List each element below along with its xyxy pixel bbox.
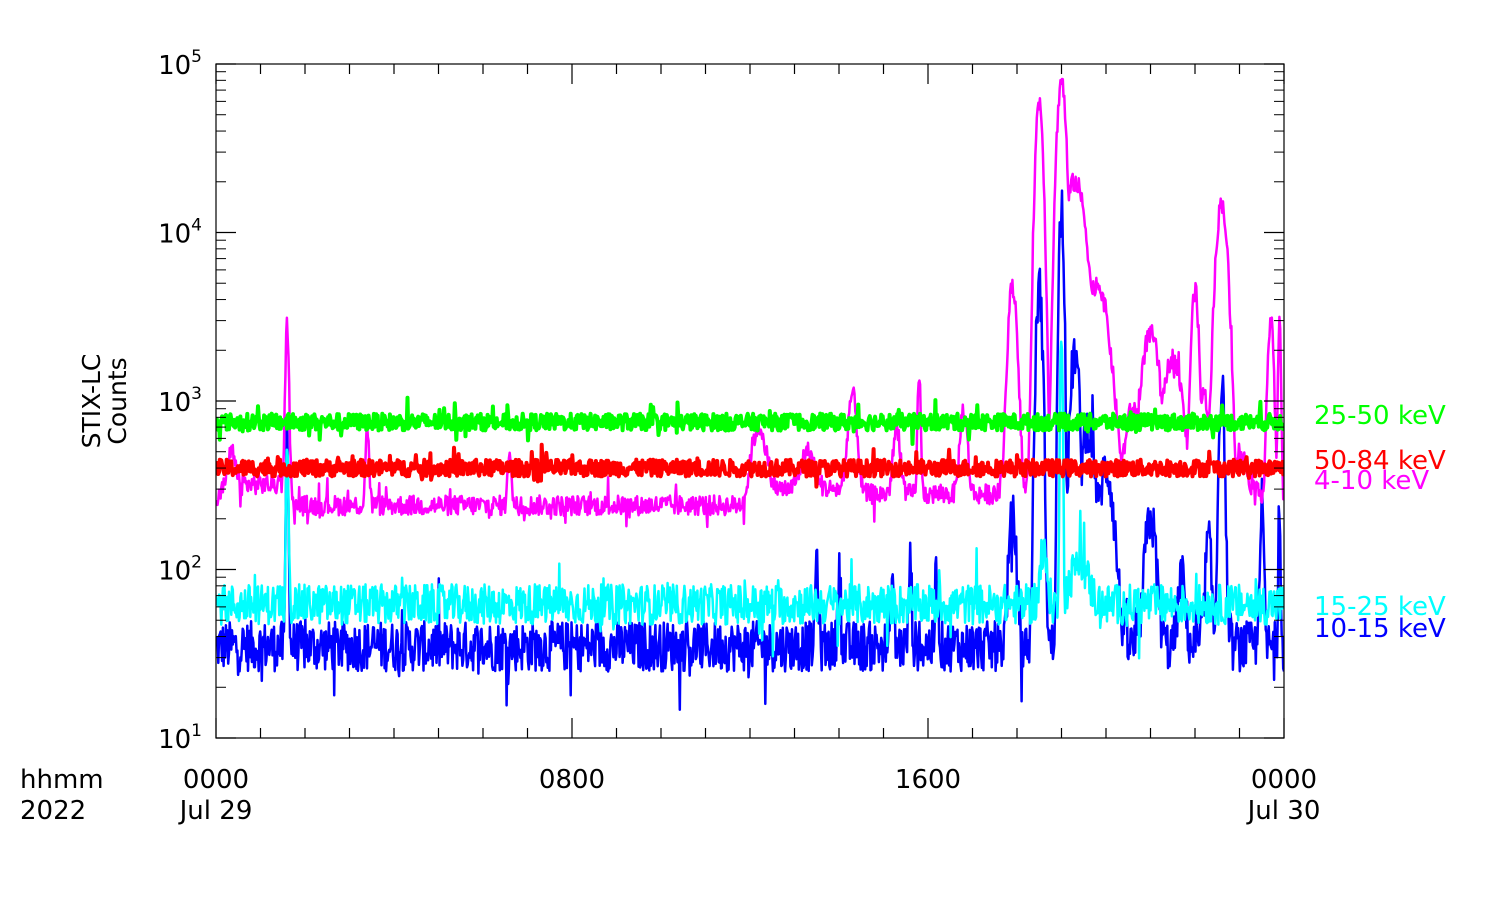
series-line-4-10-kev (216, 77, 1284, 529)
y-axis-label-line1: STIX-LC (77, 354, 106, 449)
series-line-25-50-kev (216, 395, 1284, 446)
legend-label-4-10-kev: 4-10 keV (1314, 466, 1429, 496)
x-tick-label: 0800 (539, 765, 605, 795)
x-tick-label: 0000 (183, 765, 249, 795)
y-tick-label: 105 (158, 47, 202, 81)
series-layer (216, 77, 1284, 711)
x-tick-label: 1600 (895, 765, 961, 795)
series-line-50-84-kev (216, 442, 1284, 489)
legend-label-50-84-kev: 50-84 keV (1314, 446, 1446, 476)
x-year-label: 2022 (20, 796, 86, 826)
x-tick-date-label: Jul 30 (1246, 796, 1321, 826)
x-tick-label: 0000 (1251, 765, 1317, 795)
x-format-label: hhmm (20, 765, 104, 795)
legend-label-10-15-kev: 10-15 keV (1314, 614, 1446, 644)
y-tick-label: 102 (158, 553, 202, 587)
axes-layer (215, 63, 1285, 739)
y-tick-label: 101 (158, 721, 202, 755)
y-tick-label: 103 (158, 384, 202, 418)
series-line-15-25-kev (216, 340, 1284, 660)
legend-label-15-25-kev: 15-25 keV (1314, 592, 1446, 622)
y-tick-label: 104 (158, 216, 202, 250)
legend-label-25-50-kev: 25-50 keV (1314, 401, 1446, 431)
y-axis-label-line2: Counts (103, 357, 132, 444)
x-tick-date-label: Jul 29 (178, 796, 253, 826)
